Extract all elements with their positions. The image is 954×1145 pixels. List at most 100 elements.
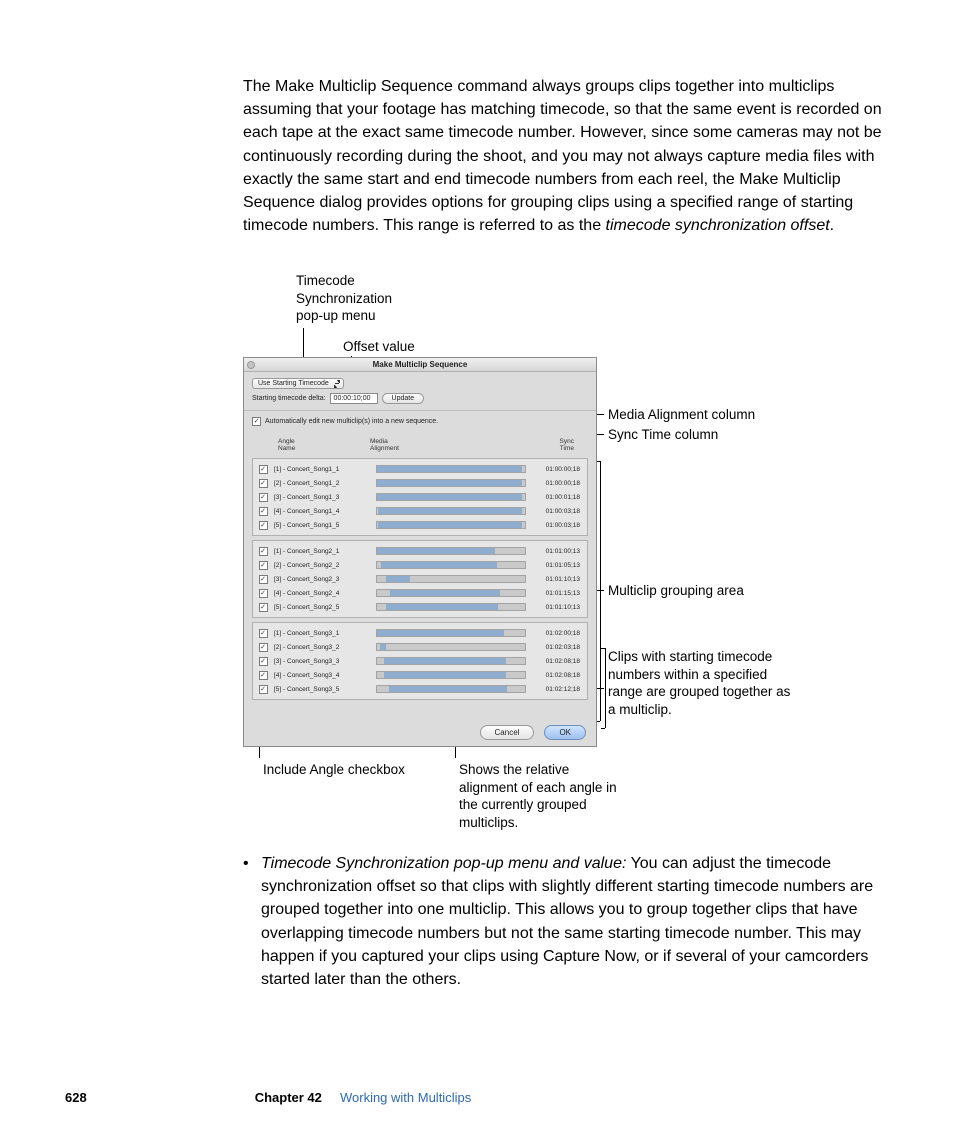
callout-media-col: Media Alignment column xyxy=(608,406,755,424)
media-alignment-bar xyxy=(376,547,526,555)
chapter-title: Working with Multiclips xyxy=(340,1090,471,1105)
sync-time: 01:02:12;18 xyxy=(526,686,582,693)
timecode-sync-popup[interactable]: Use Starting Timecode xyxy=(252,378,344,389)
include-angle-checkbox[interactable]: ✓ xyxy=(259,479,268,488)
sync-time: 01:02:03;18 xyxy=(526,644,582,651)
include-angle-checkbox[interactable]: ✓ xyxy=(259,521,268,530)
auto-edit-checkbox[interactable]: ✓ xyxy=(252,417,261,426)
clip-name: [3] - Concert_Song2_3 xyxy=(270,576,376,583)
include-angle-checkbox[interactable]: ✓ xyxy=(259,643,268,652)
include-angle-checkbox[interactable]: ✓ xyxy=(259,685,268,694)
delta-label: Starting timecode delta: xyxy=(252,395,326,402)
callout-shows-relative: Shows the relative alignment of each ang… xyxy=(459,761,629,831)
clip-name: [5] - Concert_Song1_5 xyxy=(270,522,376,529)
callout-sync-col: Sync Time column xyxy=(608,426,718,444)
bullet-dot: • xyxy=(243,852,249,875)
include-angle-checkbox[interactable]: ✓ xyxy=(259,575,268,584)
include-angle-checkbox[interactable]: ✓ xyxy=(259,493,268,502)
include-angle-checkbox[interactable]: ✓ xyxy=(259,561,268,570)
sync-time: 01:01:00;13 xyxy=(526,548,582,555)
update-button[interactable]: Update xyxy=(382,393,425,404)
page-footer: 628 Chapter 42 Working with Multiclips xyxy=(65,1090,885,1105)
bracket-grouping-v xyxy=(600,461,601,721)
header-media: Media Alignment xyxy=(370,438,518,452)
window-close-button[interactable] xyxy=(247,361,255,369)
media-alignment-bar xyxy=(376,603,526,611)
intro-text: The Make Multiclip Sequence command alwa… xyxy=(243,78,882,234)
intro-tail: . xyxy=(830,217,834,234)
chapter-label: Chapter 42 xyxy=(255,1090,322,1105)
sync-time: 01:02:08;18 xyxy=(526,672,582,679)
callout-include-angle: Include Angle checkbox xyxy=(263,761,405,779)
sync-time: 01:01:10;13 xyxy=(526,576,582,583)
auto-edit-label: Automatically edit new multiclip(s) into… xyxy=(265,418,438,425)
clip-name: [1] - Concert_Song2_1 xyxy=(270,548,376,555)
clip-row: ✓[2] - Concert_Song1_201:00:00;18 xyxy=(256,476,584,490)
bullet-text: You can adjust the timecode synchronizat… xyxy=(261,855,873,988)
media-alignment-bar xyxy=(376,657,526,665)
media-alignment-bar xyxy=(376,589,526,597)
sync-time: 01:02:00;18 xyxy=(526,630,582,637)
include-angle-checkbox[interactable]: ✓ xyxy=(259,465,268,474)
callout-offset-value: Offset value xyxy=(343,338,415,356)
leader-grouped-note xyxy=(596,688,604,689)
intro-paragraph: The Make Multiclip Sequence command alwa… xyxy=(243,75,883,237)
callout-grouping: Multiclip grouping area xyxy=(608,582,744,600)
bracket-note-t xyxy=(601,648,605,649)
ok-button[interactable]: OK xyxy=(544,725,586,740)
clip-name: [1] - Concert_Song1_1 xyxy=(270,466,376,473)
sync-time: 01:02:08;18 xyxy=(526,658,582,665)
sync-time: 01:01:10;13 xyxy=(526,604,582,611)
clip-group: ✓[1] - Concert_Song2_101:01:00;13✓[2] - … xyxy=(252,540,588,618)
include-angle-checkbox[interactable]: ✓ xyxy=(259,629,268,638)
clip-row: ✓[4] - Concert_Song2_401:01:15;13 xyxy=(256,586,584,600)
clip-name: [3] - Concert_Song1_3 xyxy=(270,494,376,501)
sync-time: 01:00:00;18 xyxy=(526,466,582,473)
clip-row: ✓[1] - Concert_Song3_101:02:00;18 xyxy=(256,626,584,640)
bullet-lead: Timecode Synchronization pop-up menu and… xyxy=(261,855,626,872)
make-multiclip-dialog: Make Multiclip Sequence Use Starting Tim… xyxy=(243,357,597,747)
clip-row: ✓[3] - Concert_Song1_3 01:00:01;18 xyxy=(256,490,584,504)
sync-time: 01:01:15;13 xyxy=(526,590,582,597)
clip-row: ✓[2] - Concert_Song2_201:01:05;13 xyxy=(256,558,584,572)
include-angle-checkbox[interactable]: ✓ xyxy=(259,507,268,516)
clip-name: [2] - Concert_Song2_2 xyxy=(270,562,376,569)
include-angle-checkbox[interactable]: ✓ xyxy=(259,603,268,612)
media-alignment-bar xyxy=(376,561,526,569)
bracket-note-b xyxy=(601,728,605,729)
clip-name: [5] - Concert_Song3_5 xyxy=(270,686,376,693)
clip-row: ✓[3] - Concert_Song3_301:02:08;18 xyxy=(256,654,584,668)
dialog-title: Make Multiclip Sequence xyxy=(244,358,596,372)
page-number: 628 xyxy=(65,1090,87,1105)
include-angle-checkbox[interactable]: ✓ xyxy=(259,671,268,680)
clip-row: ✓[2] - Concert_Song3_2 01:02:03;18 xyxy=(256,640,584,654)
clip-group: ✓[1] - Concert_Song1_101:00:00;18✓[2] - … xyxy=(252,458,588,536)
groups-container: ✓[1] - Concert_Song1_101:00:00;18✓[2] - … xyxy=(244,458,596,700)
sync-time: 01:00:03;18 xyxy=(526,522,582,529)
clip-row: ✓[1] - Concert_Song2_1 01:01:00;13 xyxy=(256,544,584,558)
cancel-button[interactable]: Cancel xyxy=(480,725,535,740)
sync-time: 01:00:01;18 xyxy=(526,494,582,501)
clip-row: ✓[3] - Concert_Song2_3 01:01:10;13 xyxy=(256,572,584,586)
media-alignment-bar xyxy=(376,507,526,515)
clip-name: [5] - Concert_Song2_5 xyxy=(270,604,376,611)
bullet-paragraph: • Timecode Synchronization pop-up menu a… xyxy=(243,852,883,991)
clip-name: [4] - Concert_Song1_4 xyxy=(270,508,376,515)
clip-row: ✓[5] - Concert_Song3_5 01:02:12;18 xyxy=(256,682,584,696)
clip-row: ✓[4] - Concert_Song3_4 01:02:08;18 xyxy=(256,668,584,682)
include-angle-checkbox[interactable]: ✓ xyxy=(259,589,268,598)
column-headers: Angle Name Media Alignment Sync Time xyxy=(244,428,596,454)
clip-row: ✓[5] - Concert_Song2_5 01:01:10;13 xyxy=(256,600,584,614)
media-alignment-bar xyxy=(376,643,526,651)
include-angle-checkbox[interactable]: ✓ xyxy=(259,657,268,666)
media-alignment-bar xyxy=(376,671,526,679)
include-angle-checkbox[interactable]: ✓ xyxy=(259,547,268,556)
media-alignment-bar xyxy=(376,629,526,637)
clip-row: ✓[4] - Concert_Song1_4 01:00:03;18 xyxy=(256,504,584,518)
bracket-note-v xyxy=(605,648,606,728)
media-alignment-bar xyxy=(376,521,526,529)
sync-time: 01:00:03;18 xyxy=(526,508,582,515)
delta-field[interactable]: 00:00:10;00 xyxy=(330,393,378,404)
clip-name: [2] - Concert_Song3_2 xyxy=(270,644,376,651)
clip-name: [4] - Concert_Song3_4 xyxy=(270,672,376,679)
